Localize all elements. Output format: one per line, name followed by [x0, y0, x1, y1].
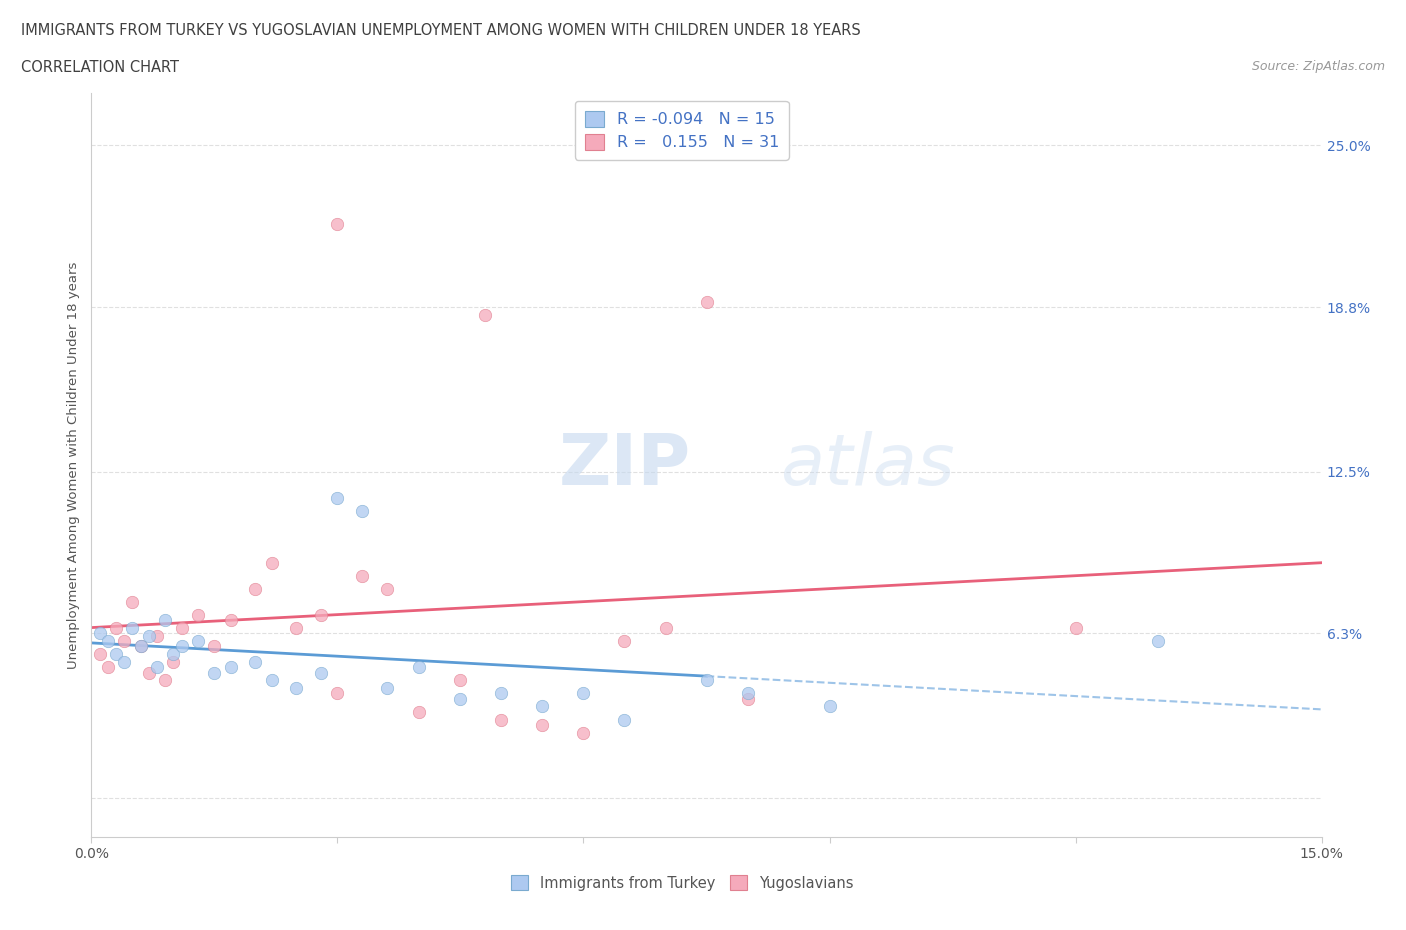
- Point: [654, 620, 676, 635]
- Point: [105, 647, 127, 662]
- Point: [531, 717, 554, 732]
- Point: [1146, 633, 1168, 648]
- Point: [285, 681, 308, 696]
- Point: [187, 633, 209, 648]
- Point: [245, 655, 267, 670]
- Text: atlas: atlas: [780, 431, 955, 499]
- Point: [202, 665, 225, 680]
- Point: [375, 581, 398, 596]
- Point: [613, 633, 636, 648]
- Point: [326, 490, 349, 505]
- Point: [121, 620, 143, 635]
- Point: [153, 613, 177, 628]
- Text: IMMIGRANTS FROM TURKEY VS YUGOSLAVIAN UNEMPLOYMENT AMONG WOMEN WITH CHILDREN UND: IMMIGRANTS FROM TURKEY VS YUGOSLAVIAN UN…: [21, 23, 860, 38]
- Text: ZIP: ZIP: [558, 431, 692, 499]
- Point: [309, 607, 332, 622]
- Point: [474, 308, 496, 323]
- Point: [89, 626, 111, 641]
- Point: [245, 581, 267, 596]
- Point: [572, 686, 595, 701]
- Point: [105, 620, 127, 635]
- Point: [695, 295, 717, 310]
- Point: [737, 691, 759, 706]
- Point: [531, 699, 554, 714]
- Point: [326, 686, 349, 701]
- Point: [89, 647, 111, 662]
- Point: [285, 620, 308, 635]
- Point: [352, 568, 374, 583]
- Y-axis label: Unemployment Among Women with Children Under 18 years: Unemployment Among Women with Children U…: [67, 261, 80, 669]
- Point: [162, 655, 184, 670]
- Point: [737, 686, 759, 701]
- Point: [309, 665, 332, 680]
- Point: [187, 607, 209, 622]
- Point: [121, 594, 143, 609]
- Point: [202, 639, 225, 654]
- Point: [146, 629, 169, 644]
- Point: [170, 639, 193, 654]
- Point: [352, 503, 374, 518]
- Point: [138, 665, 160, 680]
- Point: [375, 681, 398, 696]
- Point: [260, 673, 283, 688]
- Point: [219, 613, 242, 628]
- Point: [491, 712, 513, 727]
- Point: [129, 639, 152, 654]
- Point: [408, 660, 430, 675]
- Point: [112, 655, 135, 670]
- Text: Source: ZipAtlas.com: Source: ZipAtlas.com: [1251, 60, 1385, 73]
- Point: [818, 699, 841, 714]
- Point: [97, 660, 120, 675]
- Point: [326, 216, 349, 231]
- Point: [97, 633, 120, 648]
- Point: [260, 555, 283, 570]
- Point: [129, 639, 152, 654]
- Point: [449, 691, 471, 706]
- Point: [170, 620, 193, 635]
- Point: [613, 712, 636, 727]
- Point: [138, 629, 160, 644]
- Point: [112, 633, 135, 648]
- Point: [162, 647, 184, 662]
- Point: [408, 704, 430, 719]
- Point: [449, 673, 471, 688]
- Legend: Immigrants from Turkey, Yugoslavians: Immigrants from Turkey, Yugoslavians: [505, 870, 859, 897]
- Point: [219, 660, 242, 675]
- Point: [695, 673, 717, 688]
- Text: CORRELATION CHART: CORRELATION CHART: [21, 60, 179, 75]
- Point: [146, 660, 169, 675]
- Point: [572, 725, 595, 740]
- Point: [1064, 620, 1087, 635]
- Point: [491, 686, 513, 701]
- Point: [153, 673, 177, 688]
